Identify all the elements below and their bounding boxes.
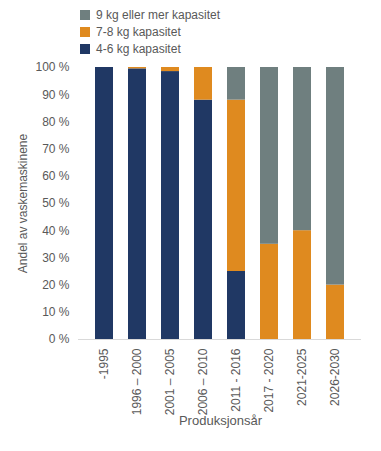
svg-text:40 %: 40 % [42,224,70,238]
svg-text:2017 - 2020: 2017 - 2020 [262,348,276,412]
svg-text:30 %: 30 % [42,251,70,265]
svg-text:1996 – 2000: 1996 – 2000 [130,348,144,415]
svg-text:-1995: -1995 [97,348,111,379]
html-text:9 kg eller mer kapasitet: 9 kg eller mer kapasitet [96,7,221,22]
svg-text:2021-2025: 2021-2025 [295,348,309,406]
html-text:7-8 kg kapasitet: 7-8 kg kapasitet [96,24,181,39]
html-text:Produksjonsår: Produksjonsår [178,413,262,428]
svg-text:90 %: 90 % [42,88,70,102]
svg-text:10 %: 10 % [42,305,70,319]
svg-text:2006 – 2010: 2006 – 2010 [196,348,210,415]
svg-text:60 %: 60 % [42,169,70,183]
svg-text:100 %: 100 % [35,60,69,74]
svg-text:Andel av vaskemaskinene: Andel av vaskemaskinene [16,133,30,273]
svg-text:2001 – 2005: 2001 – 2005 [163,348,177,415]
svg-text:20 %: 20 % [42,278,70,292]
svg-text:2011 - 2016: 2011 - 2016 [229,348,243,411]
svg-text:80 %: 80 % [42,115,70,129]
svg-text:2026-2030: 2026-2030 [328,348,342,406]
svg-text:50 %: 50 % [42,196,70,210]
svg-text:70 %: 70 % [42,142,70,156]
html-text:4-6 kg kapasitet: 4-6 kg kapasitet [96,41,181,56]
svg-text:0 %: 0 % [49,332,70,346]
